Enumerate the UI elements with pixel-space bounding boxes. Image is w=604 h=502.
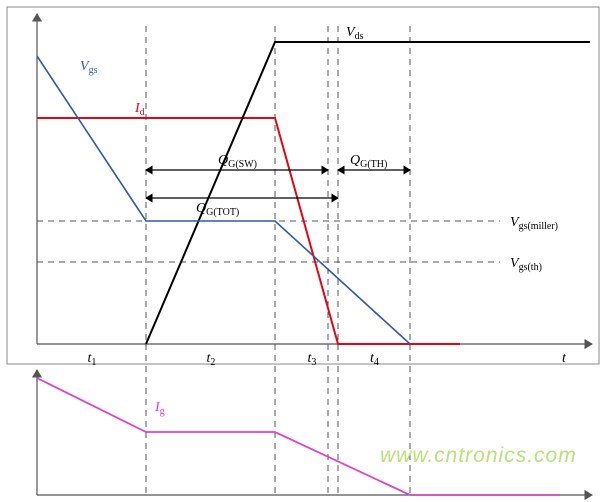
waveform-diagram: VgsIdVdsVgs(miller)Vgs(th)QG(SW)QG(TH)QG…	[0, 0, 604, 502]
diagram-container: VgsIdVdsVgs(miller)Vgs(th)QG(SW)QG(TH)QG…	[0, 0, 604, 502]
watermark-text: www.cntronics.com	[380, 444, 577, 468]
